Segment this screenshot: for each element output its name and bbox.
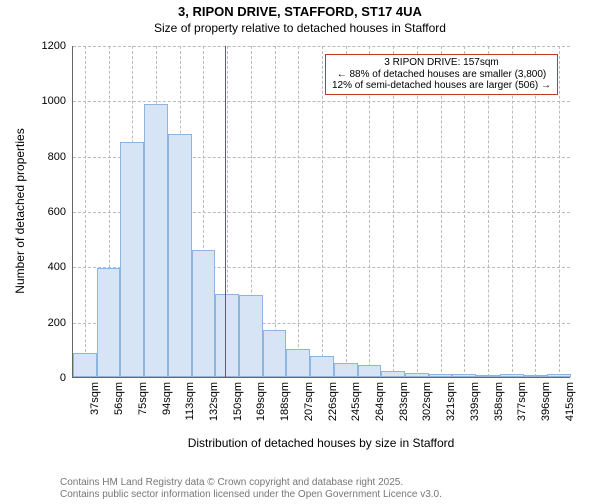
histogram-bar bbox=[476, 375, 500, 377]
histogram-bar bbox=[286, 349, 310, 377]
xtick-label: 188sqm bbox=[279, 382, 291, 421]
ytick-label: 0 bbox=[26, 372, 66, 384]
xtick-label: 415sqm bbox=[564, 382, 576, 421]
xtick-label: 94sqm bbox=[161, 382, 173, 415]
xtick-label: 321sqm bbox=[445, 382, 457, 421]
histogram-bar bbox=[215, 294, 239, 377]
xtick-label: 207sqm bbox=[303, 382, 315, 421]
x-axis-label: Distribution of detached houses by size … bbox=[72, 436, 570, 450]
histogram-bar bbox=[429, 374, 453, 377]
histogram-bar bbox=[310, 356, 334, 377]
histogram-bar bbox=[358, 365, 382, 377]
gridline-v bbox=[488, 46, 489, 377]
ytick-label: 400 bbox=[26, 261, 66, 273]
xtick-label: 37sqm bbox=[89, 382, 101, 415]
gridline-v bbox=[512, 46, 513, 377]
xtick-label: 302sqm bbox=[421, 382, 433, 421]
annotation-line2: ← 88% of detached houses are smaller (3,… bbox=[332, 69, 551, 81]
histogram-bar bbox=[120, 142, 144, 377]
annotation-line3: 12% of semi-detached houses are larger (… bbox=[332, 80, 551, 92]
plot-area bbox=[72, 46, 570, 378]
histogram-bar bbox=[144, 104, 168, 377]
gridline-v bbox=[369, 46, 370, 377]
annotation-box: 3 RIPON DRIVE: 157sqm ← 88% of detached … bbox=[325, 54, 558, 95]
footer-attribution: Contains HM Land Registry data © Crown c… bbox=[60, 477, 442, 500]
gridline-v bbox=[298, 46, 299, 377]
gridline-v bbox=[275, 46, 276, 377]
histogram-bar bbox=[547, 374, 571, 377]
xtick-label: 396sqm bbox=[540, 382, 552, 421]
histogram-bar bbox=[524, 375, 548, 377]
xtick-label: 132sqm bbox=[208, 382, 220, 421]
gridline-v bbox=[322, 46, 323, 377]
gridline-v bbox=[85, 46, 86, 377]
gridline-v bbox=[535, 46, 536, 377]
gridline-v bbox=[441, 46, 442, 377]
xtick-label: 150sqm bbox=[232, 382, 244, 421]
xtick-label: 56sqm bbox=[113, 382, 125, 415]
gridline-v bbox=[559, 46, 560, 377]
xtick-label: 358sqm bbox=[493, 382, 505, 421]
ytick-label: 1000 bbox=[26, 95, 66, 107]
xtick-label: 226sqm bbox=[327, 382, 339, 421]
ytick-label: 600 bbox=[26, 206, 66, 218]
reference-line bbox=[225, 46, 226, 377]
chart-title-line1: 3, RIPON DRIVE, STAFFORD, ST17 4UA bbox=[0, 4, 600, 19]
histogram-bar bbox=[452, 374, 476, 377]
xtick-label: 264sqm bbox=[374, 382, 386, 421]
chart-title-line2: Size of property relative to detached ho… bbox=[0, 21, 600, 35]
annotation-line1: 3 RIPON DRIVE: 157sqm bbox=[332, 57, 551, 69]
histogram-bar bbox=[405, 373, 429, 377]
histogram-bar bbox=[73, 353, 97, 377]
ytick-label: 200 bbox=[26, 317, 66, 329]
xtick-label: 245sqm bbox=[350, 382, 362, 421]
xtick-label: 169sqm bbox=[255, 382, 267, 421]
histogram-bar bbox=[239, 295, 263, 377]
histogram-bar bbox=[97, 268, 121, 377]
y-axis-label: Number of detached properties bbox=[13, 45, 27, 377]
histogram-bar bbox=[263, 330, 287, 377]
gridline-v bbox=[464, 46, 465, 377]
histogram-bar bbox=[500, 374, 524, 377]
xtick-label: 113sqm bbox=[184, 382, 196, 420]
ytick-label: 800 bbox=[26, 151, 66, 163]
gridline-v bbox=[393, 46, 394, 377]
histogram-chart: 3, RIPON DRIVE, STAFFORD, ST17 4UA Size … bbox=[0, 4, 600, 504]
xtick-label: 377sqm bbox=[516, 382, 528, 421]
xtick-label: 283sqm bbox=[398, 382, 410, 421]
xtick-label: 339sqm bbox=[469, 382, 481, 421]
gridline-v bbox=[417, 46, 418, 377]
histogram-bar bbox=[381, 371, 405, 377]
histogram-bar bbox=[334, 363, 358, 377]
gridline-v bbox=[346, 46, 347, 377]
histogram-bar bbox=[192, 250, 216, 377]
histogram-bar bbox=[168, 134, 192, 377]
footer-line1: Contains HM Land Registry data © Crown c… bbox=[60, 477, 442, 489]
ytick-label: 1200 bbox=[26, 40, 66, 52]
xtick-label: 75sqm bbox=[137, 382, 149, 415]
footer-line2: Contains public sector information licen… bbox=[60, 489, 442, 501]
